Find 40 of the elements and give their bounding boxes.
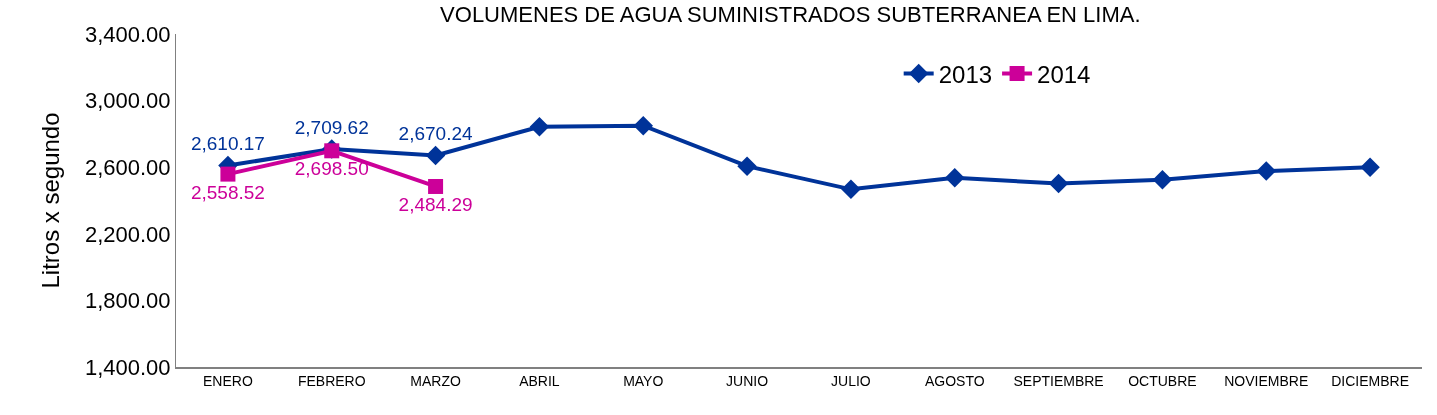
point	[737, 156, 757, 176]
y-tick-label: 2,200.00	[84, 221, 171, 247]
point	[633, 115, 653, 136]
data-label: 2,709.62	[294, 116, 369, 138]
legend-label: 2013	[938, 60, 993, 88]
data-label: 2,484.29	[398, 194, 473, 216]
x-tick-label: ABRIL	[519, 372, 560, 389]
data-label: 2,670.24	[398, 123, 473, 145]
x-tick-label: MAYO	[623, 372, 664, 389]
legend-label: 2014	[1037, 60, 1091, 88]
y-tick-label: 3,400.00	[84, 21, 171, 47]
point	[1360, 157, 1380, 177]
x-tick-label: JUNIO	[726, 372, 769, 389]
data-label: 2,610.17	[190, 133, 265, 155]
point	[1048, 173, 1069, 194]
point	[529, 116, 550, 137]
point	[841, 179, 861, 200]
y-tick-label: 1,400.00	[84, 354, 171, 380]
y-tick-label: 1,800.00	[84, 288, 171, 314]
x-tick-label: ENERO	[203, 372, 253, 389]
x-tick-label: DICIEMBRE	[1331, 372, 1409, 389]
x-tick-label: JULIO	[831, 372, 871, 389]
data-label: 2,698.50	[294, 158, 369, 180]
x-tick-label: FEBRERO	[297, 372, 366, 389]
point	[425, 145, 446, 166]
y-axis-title: Litros x segundo	[37, 112, 65, 289]
point	[428, 178, 444, 194]
point	[1256, 161, 1276, 181]
x-tick-label: OCTUBRE	[1128, 372, 1197, 389]
y-tick-label: 2,600.00	[84, 154, 171, 180]
x-tick-label: MARZO	[410, 372, 461, 389]
chart-title: VOLUMENES DE AGUA SUMINISTRADOS SUBTERRANEA EN LIMA.	[440, 1, 1141, 27]
y-tick-label: 3,000.00	[84, 88, 171, 114]
point	[220, 166, 236, 182]
x-tick-label: AGOSTO	[924, 372, 985, 389]
x-tick-label: NOVIEMBRE	[1224, 372, 1309, 389]
data-label: 2,558.52	[190, 181, 265, 203]
point	[945, 168, 965, 188]
point	[1152, 169, 1173, 190]
x-tick-label: SEPTIEMBRE	[1013, 372, 1104, 389]
